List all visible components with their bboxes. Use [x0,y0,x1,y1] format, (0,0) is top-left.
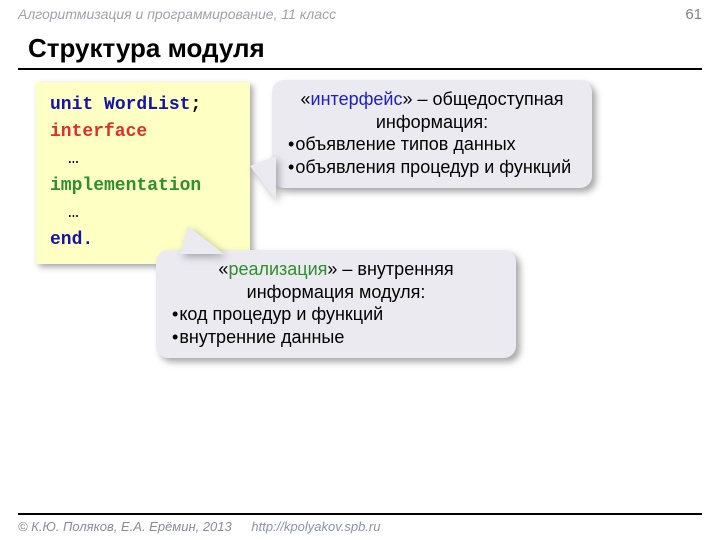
implementation-term: реализация [228,259,327,279]
interface-term: интерфейс [311,89,403,109]
copyright: © К.Ю. Поляков, Е.А. Ерёмин, 2013 [18,519,232,534]
page-number: 61 [685,6,702,23]
unit-name: WordList [104,95,190,115]
course-label: Алгоритмизация и программирование, 11 кл… [18,6,336,22]
ellipsis-1: … [50,146,236,173]
interface-bullet-1: объявление типов данных [288,133,578,156]
content-area: unit WordList; interface … implementatio… [0,70,720,470]
footer-url: http://kpolyakov.spb.ru [251,519,380,534]
implementation-bullet-1: код процедур и функций [172,303,502,326]
callout-interface-head: «интерфейс» – общедоступная информация: [286,88,578,133]
keyword-implementation: implementation [50,173,236,200]
slide-header: Алгоритмизация и программирование, 11 кл… [0,0,720,23]
callout-tail-icon [180,226,224,254]
implementation-bullet-2: внутренние данные [172,326,502,349]
code-line-unit: unit WordList; [50,92,236,119]
callout-impl-head: «реализация» – внутренняя информация мод… [170,258,502,303]
interface-bullets: объявление типов данных объявления проце… [286,133,578,178]
callout-implementation: «реализация» – внутренняя информация мод… [156,250,516,358]
semicolon: ; [190,95,201,115]
keyword-unit: unit [50,95,93,115]
keyword-interface: interface [50,119,236,146]
interface-dash: » – общедоступная информация: [376,89,564,132]
ellipsis-2: … [50,200,236,227]
implementation-bullets: код процедур и функций внутренние данные [170,303,502,348]
callout-interface: «интерфейс» – общедоступная информация: … [272,80,592,188]
interface-bullet-2: объявления процедур и функций [288,156,578,179]
callout-tail-icon [250,156,276,200]
slide-footer: © К.Ю. Поляков, Е.А. Ерёмин, 2013 http:/… [18,513,702,540]
page-title: Структура модуля [0,23,720,68]
